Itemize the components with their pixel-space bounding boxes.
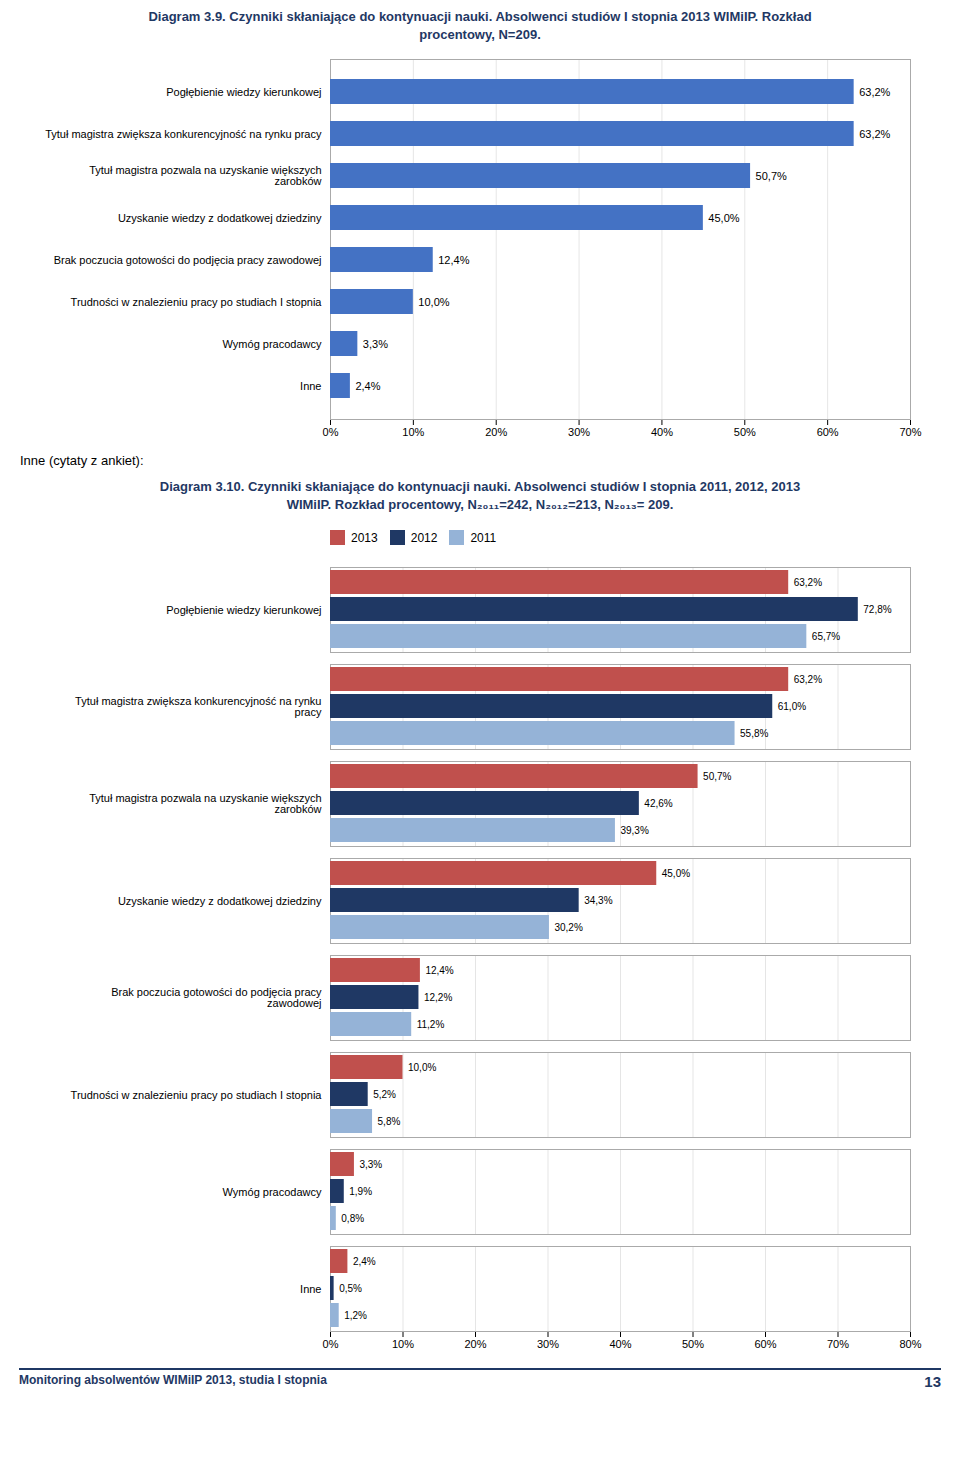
svg-text:Inne: Inne bbox=[300, 380, 321, 392]
svg-text:Inne: Inne bbox=[300, 1283, 321, 1295]
svg-text:Pogłębienie wiedzy kierunkowej: Pogłębienie wiedzy kierunkowej bbox=[166, 604, 321, 616]
svg-text:11,2%: 11,2% bbox=[417, 1019, 445, 1030]
svg-text:72,8%: 72,8% bbox=[863, 604, 891, 615]
svg-text:45,0%: 45,0% bbox=[708, 212, 739, 224]
svg-text:Tytuł magistra zwiększa konkur: Tytuł magistra zwiększa konkurencyjność … bbox=[75, 695, 322, 718]
svg-text:Tytuł magistra pozwala na uzys: Tytuł magistra pozwala na uzyskanie więk… bbox=[89, 792, 321, 815]
svg-text:70%: 70% bbox=[899, 426, 921, 438]
svg-text:20%: 20% bbox=[485, 426, 507, 438]
html-text:Diagram 3.10. Czynniki skłania: Diagram 3.10. Czynniki skłaniające do ko… bbox=[159, 479, 801, 512]
svg-text:63,2%: 63,2% bbox=[859, 128, 890, 140]
svg-text:30%: 30% bbox=[537, 1338, 559, 1350]
svg-text:60%: 60% bbox=[754, 1338, 776, 1350]
svg-text:0,5%: 0,5% bbox=[339, 1283, 362, 1294]
svg-text:Tytuł magistra zwiększa konkur: Tytuł magistra zwiększa konkurencyjność … bbox=[45, 128, 322, 140]
svg-text:2,4%: 2,4% bbox=[355, 380, 380, 392]
svg-text:Brak poczucia gotowości do pod: Brak poczucia gotowości do podjęcia prac… bbox=[111, 986, 322, 1009]
svg-text:0,8%: 0,8% bbox=[341, 1213, 364, 1224]
svg-text:80%: 80% bbox=[899, 1338, 921, 1350]
svg-text:1,2%: 1,2% bbox=[344, 1310, 367, 1321]
svg-text:3,3%: 3,3% bbox=[363, 338, 388, 350]
svg-text:30,2%: 30,2% bbox=[554, 922, 582, 933]
svg-text:63,2%: 63,2% bbox=[859, 86, 890, 98]
svg-text:3,3%: 3,3% bbox=[359, 1159, 382, 1170]
svg-text:10%: 10% bbox=[402, 426, 424, 438]
svg-text:10,0%: 10,0% bbox=[418, 296, 449, 308]
svg-text:40%: 40% bbox=[609, 1338, 631, 1350]
svg-text:65,7%: 65,7% bbox=[812, 631, 840, 642]
svg-text:20%: 20% bbox=[464, 1338, 486, 1350]
svg-text:12,4%: 12,4% bbox=[425, 965, 453, 976]
svg-text:5,2%: 5,2% bbox=[373, 1089, 396, 1100]
svg-text:Trudności w znalezieniu pracy: Trudności w znalezieniu pracy po studiac… bbox=[71, 296, 323, 308]
svg-text:50,7%: 50,7% bbox=[756, 170, 787, 182]
svg-text:12,4%: 12,4% bbox=[438, 254, 469, 266]
html-text:Monitoring absolwentów WIMiIP: Monitoring absolwentów WIMiIP 2013, stud… bbox=[19, 1373, 327, 1388]
svg-text:34,3%: 34,3% bbox=[584, 895, 612, 906]
svg-text:45,0%: 45,0% bbox=[662, 868, 690, 879]
svg-text:2,4%: 2,4% bbox=[353, 1256, 376, 1267]
html-text:2011: 2011 bbox=[470, 530, 497, 545]
html-text:13: 13 bbox=[924, 1373, 941, 1391]
svg-text:39,3%: 39,3% bbox=[620, 825, 648, 836]
svg-text:10%: 10% bbox=[392, 1338, 414, 1350]
svg-text:0%: 0% bbox=[323, 1338, 339, 1350]
svg-text:42,6%: 42,6% bbox=[644, 798, 672, 809]
svg-text:50,7%: 50,7% bbox=[703, 771, 731, 782]
svg-text:63,2%: 63,2% bbox=[794, 577, 822, 588]
svg-text:0%: 0% bbox=[323, 426, 339, 438]
html-text:2013: 2013 bbox=[351, 530, 378, 545]
svg-text:5,8%: 5,8% bbox=[378, 1116, 401, 1127]
html-text:Inne (cytaty z ankiet):: Inne (cytaty z ankiet): bbox=[20, 453, 144, 469]
svg-text:61,0%: 61,0% bbox=[778, 701, 806, 712]
svg-text:50%: 50% bbox=[682, 1338, 704, 1350]
svg-text:63,2%: 63,2% bbox=[794, 674, 822, 685]
svg-text:Brak poczucia gotowości do pod: Brak poczucia gotowości do podjęcia prac… bbox=[54, 254, 322, 266]
svg-text:Trudności w znalezieniu pracy: Trudności w znalezieniu pracy po studiac… bbox=[71, 1089, 323, 1101]
svg-text:Uzyskanie wiedzy z dodatkowej: Uzyskanie wiedzy z dodatkowej dziedziny bbox=[118, 212, 322, 224]
svg-text:Uzyskanie wiedzy z dodatkowej: Uzyskanie wiedzy z dodatkowej dziedziny bbox=[118, 895, 322, 907]
svg-text:Wymóg pracodawcy: Wymóg pracodawcy bbox=[223, 1186, 322, 1198]
svg-text:10,0%: 10,0% bbox=[408, 1062, 436, 1073]
svg-text:Pogłębienie wiedzy kierunkowej: Pogłębienie wiedzy kierunkowej bbox=[166, 86, 321, 98]
svg-text:60%: 60% bbox=[817, 426, 839, 438]
svg-text:40%: 40% bbox=[651, 426, 673, 438]
svg-text:1,9%: 1,9% bbox=[349, 1186, 372, 1197]
svg-text:Tytuł magistra pozwala na uzys: Tytuł magistra pozwala na uzyskanie więk… bbox=[89, 164, 321, 187]
svg-text:70%: 70% bbox=[827, 1338, 849, 1350]
svg-text:50%: 50% bbox=[734, 426, 756, 438]
svg-text:30%: 30% bbox=[568, 426, 590, 438]
html-text:Diagram 3.9. Czynniki skłaniaj: Diagram 3.9. Czynniki skłaniające do kon… bbox=[148, 9, 812, 42]
html-text:2012: 2012 bbox=[410, 530, 438, 545]
svg-text:55,8%: 55,8% bbox=[740, 728, 768, 739]
svg-text:Wymóg pracodawcy: Wymóg pracodawcy bbox=[223, 338, 322, 350]
svg-text:12,2%: 12,2% bbox=[424, 992, 452, 1003]
